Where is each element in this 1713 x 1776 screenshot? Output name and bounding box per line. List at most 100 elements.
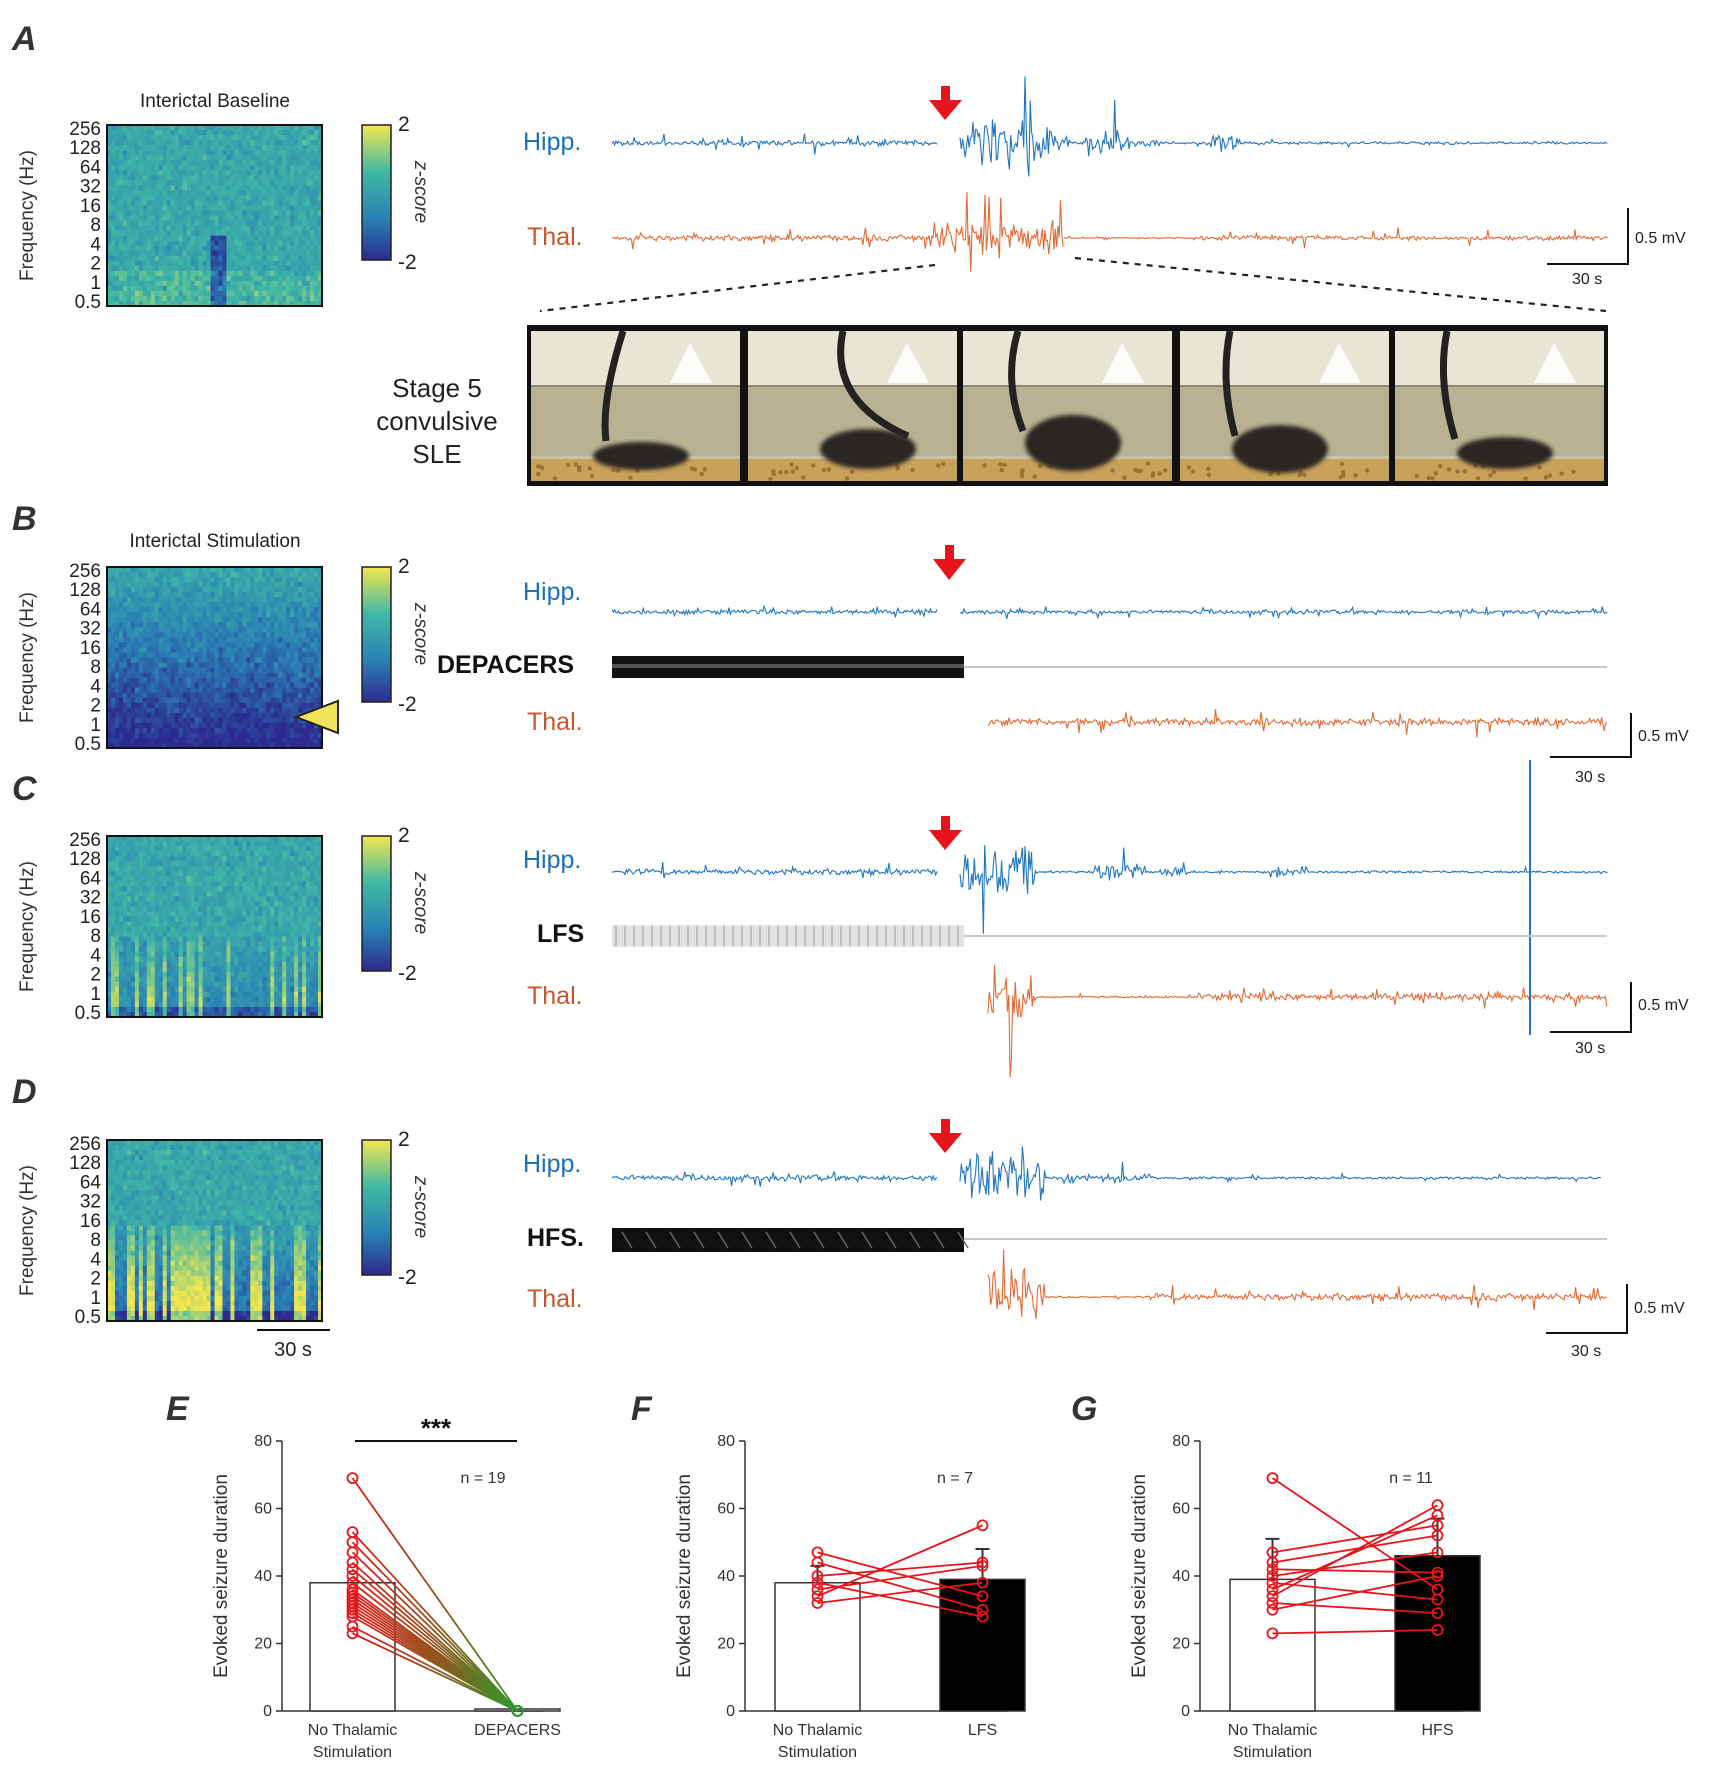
paired-line	[352, 1625, 518, 1712]
colorbar-c: 2 -2 z-score	[361, 824, 431, 985]
paired-line	[817, 1561, 983, 1577]
panel-label-g: G	[1071, 1390, 1097, 1428]
frequency-axis-label: Frequency (Hz)	[17, 1165, 38, 1296]
colorbar-label: z-score	[410, 1175, 431, 1238]
data-point	[1266, 1597, 1279, 1609]
frequency-tick-label: 2	[90, 1269, 101, 1290]
thal-trace-c	[987, 964, 1608, 1078]
frequency-tick-label: 128	[69, 1153, 101, 1174]
data-point	[811, 1583, 824, 1596]
paired-line	[1272, 1551, 1438, 1577]
hipp-trace-d	[959, 1146, 1601, 1201]
data-point	[811, 1556, 824, 1569]
colorbar-max: 2	[398, 113, 410, 136]
bar-chart-f: 0 20 40 60 80 Evoked seizure duration No Thala…	[674, 1433, 1026, 1761]
paired-line	[351, 1477, 519, 1712]
frequency-tick-label: 64	[80, 599, 102, 620]
thal-label-b: Thal.	[527, 708, 583, 736]
paired-line	[1272, 1575, 1438, 1611]
time-scale-label: 30 s	[1572, 271, 1602, 288]
spectrogram-title-b: Interictal Stimulation	[129, 531, 300, 552]
paired-line	[1272, 1504, 1438, 1598]
frequency-tick-label: 8	[90, 215, 101, 236]
stim-label-hfs: HFS.	[527, 1224, 584, 1252]
y-tick-label: 20	[717, 1636, 735, 1653]
data-point	[976, 1559, 989, 1572]
category-label: No Thalamic	[1228, 1722, 1318, 1739]
thal-label-d: Thal.	[527, 1285, 583, 1313]
data-point	[346, 1556, 359, 1569]
data-point	[1266, 1570, 1279, 1582]
voltage-scale-label: 0.5 mV	[1635, 230, 1686, 247]
video-frame	[531, 329, 740, 481]
data-point	[346, 1570, 359, 1582]
hipp-label-d: Hipp.	[523, 1150, 581, 1178]
colorbar-max: 2	[398, 1128, 410, 1151]
data-point	[1431, 1607, 1444, 1620]
spectrogram-frame	[106, 566, 323, 749]
frequency-tick-label: 64	[80, 157, 102, 178]
frequency-tick-label: 32	[80, 619, 101, 640]
y-tick-label: 60	[1172, 1501, 1190, 1518]
y-tick-label: 80	[1172, 1433, 1190, 1450]
significance-stars: ***	[421, 1413, 452, 1443]
y-axis-label: Evoked seizure duration	[1129, 1474, 1150, 1678]
video-frame	[1180, 330, 1389, 481]
data-point	[811, 1590, 824, 1603]
frequency-tick-label: 0.5	[75, 292, 101, 313]
colorbar-min: -2	[398, 693, 417, 716]
paired-line	[1272, 1534, 1438, 1564]
data-point	[346, 1472, 359, 1485]
data-point	[346, 1563, 359, 1576]
category-label: Stimulation	[1233, 1744, 1312, 1761]
data-point	[1431, 1624, 1444, 1636]
voltage-scale-label: 0.5 mV	[1634, 1300, 1685, 1317]
data-point	[1266, 1583, 1279, 1596]
frequency-tick-label: 1	[90, 273, 101, 294]
paired-line	[1272, 1568, 1438, 1574]
stage-label-line1: Stage 5	[392, 373, 482, 403]
video-frame	[1395, 330, 1604, 481]
paired-line	[352, 1615, 518, 1712]
data-point	[1266, 1556, 1279, 1569]
spectrogram-frame	[106, 124, 323, 307]
category-label: Stimulation	[313, 1744, 392, 1761]
n-label: n = 7	[937, 1470, 973, 1487]
category-label: No Thalamic	[773, 1722, 863, 1739]
hipp-trace-c	[959, 845, 1608, 934]
category-label: LFS	[968, 1722, 997, 1739]
zoom-line-right	[1074, 256, 1607, 313]
hipp-trace-b	[959, 605, 1608, 620]
frequency-tick-label: 16	[80, 196, 101, 217]
scale-bar-a: 0.5 mV 30 s	[1547, 208, 1686, 288]
data-point	[346, 1627, 359, 1640]
paired-line	[817, 1581, 983, 1604]
voltage-scale-label: 0.5 mV	[1638, 728, 1689, 745]
colorbar-max: 2	[398, 824, 410, 847]
data-point	[511, 1705, 524, 1717]
paired-line	[352, 1632, 518, 1712]
bar-1	[1229, 1578, 1316, 1712]
frequency-axis-label: Frequency (Hz)	[17, 861, 38, 992]
frequency-tick-label: 1	[90, 1288, 101, 1309]
hipp-label-a: Hipp.	[523, 128, 581, 156]
data-point	[1266, 1576, 1279, 1589]
bar-2	[939, 1578, 1026, 1712]
stim-arrow-icon-a	[929, 86, 962, 120]
frequency-tick-label: 0.5	[75, 734, 101, 755]
paired-line	[1272, 1629, 1438, 1635]
data-point	[976, 1590, 989, 1603]
paired-lines	[346, 1472, 524, 1717]
spectrogram-cells	[107, 1140, 323, 1322]
frequency-tick-label: 128	[69, 138, 101, 159]
frequency-tick-label: 64	[80, 868, 102, 889]
spectrogram-cells	[107, 567, 323, 749]
thal-label-c: Thal.	[527, 982, 583, 1010]
hipp-label-b: Hipp.	[523, 578, 581, 606]
zoom-line-left	[539, 263, 936, 313]
panel-label-b: B	[12, 500, 37, 538]
paired-line	[351, 1541, 519, 1712]
